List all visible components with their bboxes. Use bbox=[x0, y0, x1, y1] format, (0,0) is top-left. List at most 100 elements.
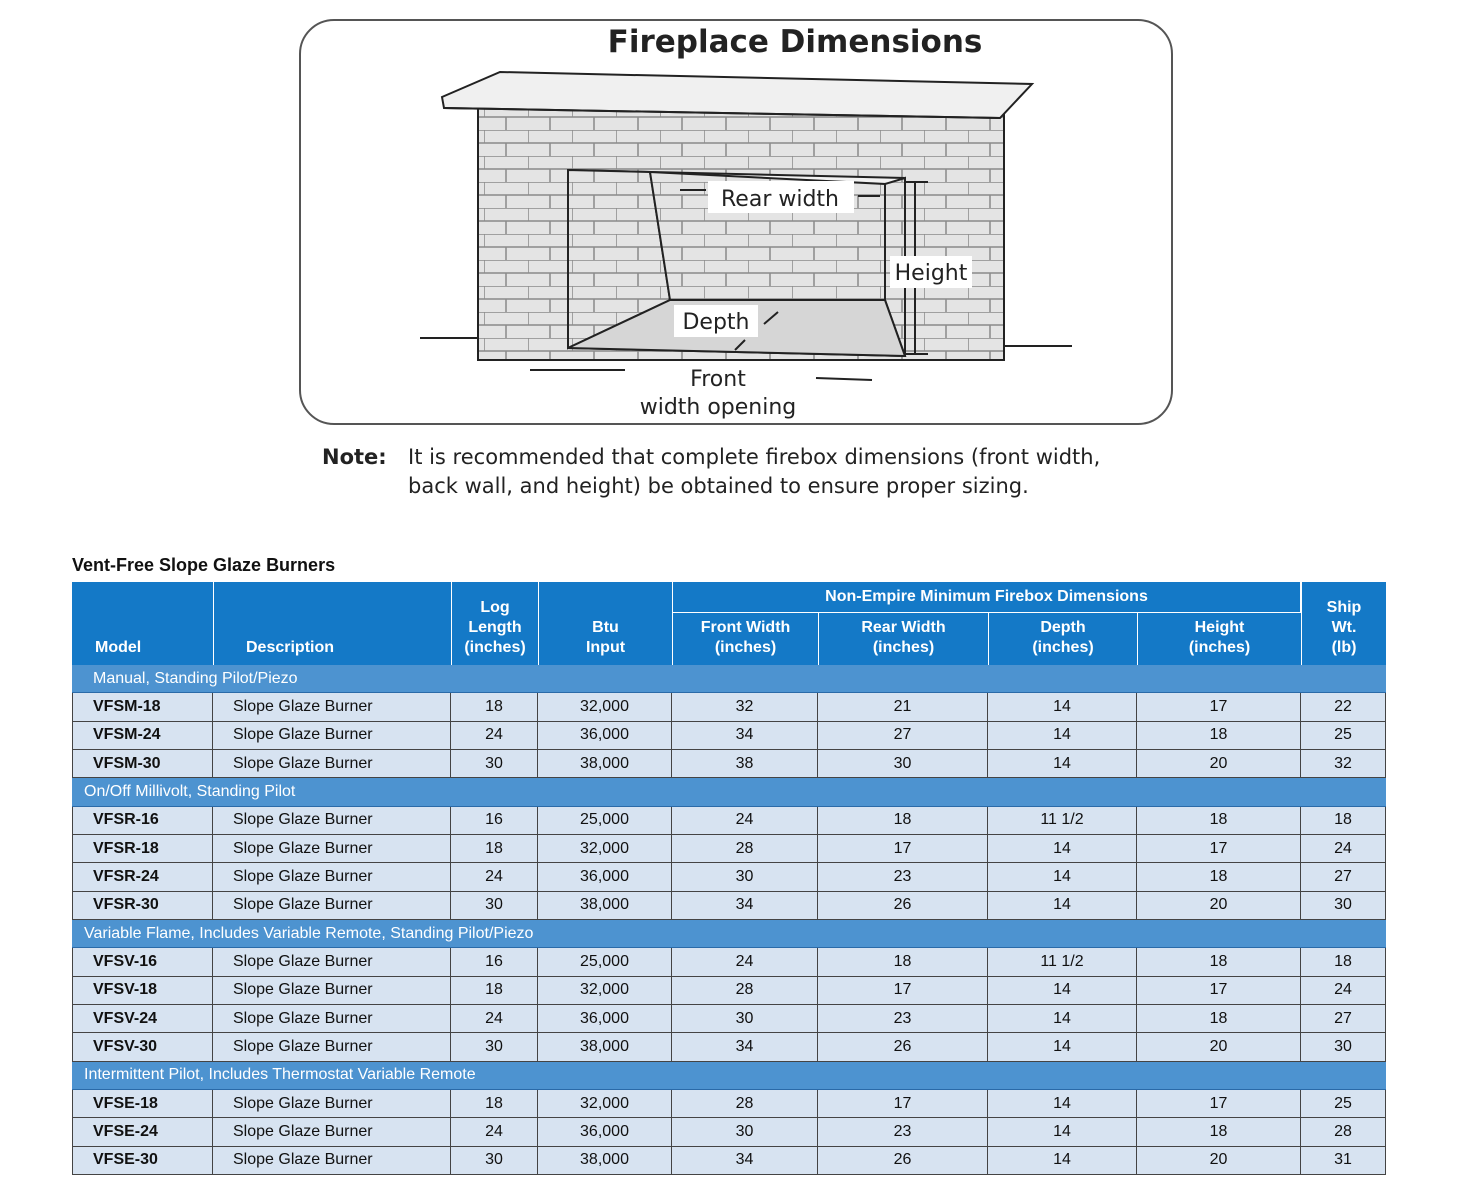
value: 14 bbox=[1053, 1037, 1071, 1055]
table-cell: 17 bbox=[1137, 835, 1301, 864]
header-text: Depth bbox=[1040, 619, 1086, 636]
model: VFSE-24 bbox=[93, 1122, 158, 1140]
table-cell: 18 bbox=[1137, 1118, 1301, 1147]
value: 14 bbox=[1053, 1009, 1071, 1027]
header-text: (inches) bbox=[464, 639, 526, 656]
table-cell: Slope Glaze Burner bbox=[213, 1118, 451, 1147]
table-cell: 14 bbox=[988, 891, 1137, 920]
table-cell: 16 bbox=[451, 806, 538, 835]
table-cell: 36,000 bbox=[538, 1005, 672, 1034]
table-cell: 17 bbox=[1137, 1090, 1301, 1119]
table-cell: 30 bbox=[451, 1033, 538, 1062]
table-cell: VFSE-30 bbox=[72, 1146, 213, 1175]
value: 14 bbox=[1053, 867, 1071, 885]
table-cell: 17 bbox=[818, 976, 988, 1005]
model: VFSV-16 bbox=[93, 952, 158, 970]
table-cell: Slope Glaze Burner bbox=[213, 806, 451, 835]
value: 36,000 bbox=[580, 1009, 629, 1027]
value: 25,000 bbox=[580, 952, 629, 970]
table-cell: 23 bbox=[818, 1005, 988, 1034]
value: 28 bbox=[735, 839, 754, 857]
front-width-label: width opening bbox=[640, 395, 797, 420]
table-cell: Slope Glaze Burner bbox=[213, 1005, 451, 1034]
table-cell: 30 bbox=[1301, 1033, 1386, 1062]
header-text: Input bbox=[585, 639, 626, 656]
table-cell: VFSM-18 bbox=[72, 693, 213, 722]
model: VFSR-18 bbox=[93, 839, 159, 857]
table-cell: 34 bbox=[672, 1146, 818, 1175]
model: VFSR-16 bbox=[93, 811, 159, 829]
value: 18 bbox=[1209, 811, 1228, 829]
header-text: Wt. bbox=[1331, 619, 1357, 636]
table-cell: VFSV-18 bbox=[72, 976, 213, 1005]
group-label: Intermittent Pilot, Includes Thermostat … bbox=[84, 1066, 476, 1084]
value: 18 bbox=[485, 1094, 503, 1112]
value: 24 bbox=[735, 952, 754, 970]
table-cell: 24 bbox=[672, 806, 818, 835]
table-cell: 20 bbox=[1137, 1033, 1301, 1062]
table-cell: 30 bbox=[672, 1005, 818, 1034]
group-label: Manual, Standing Pilot/Piezo bbox=[93, 669, 298, 687]
value: 32 bbox=[1334, 754, 1352, 772]
table-cell: 18 bbox=[451, 1090, 538, 1119]
header-cell: Log Length (inches) bbox=[451, 582, 538, 665]
header-text: Description bbox=[246, 639, 335, 656]
table-cell: 20 bbox=[1137, 750, 1301, 779]
table-cell: 25 bbox=[1301, 721, 1386, 750]
header-span-label: Non-Empire Minimum Firebox Dimensions bbox=[825, 588, 1148, 605]
description: Slope Glaze Burner bbox=[233, 981, 373, 999]
header-text: (inches) bbox=[714, 639, 777, 656]
description: Slope Glaze Burner bbox=[233, 811, 373, 829]
value: 23 bbox=[893, 1122, 912, 1140]
value: 14 bbox=[1053, 1122, 1071, 1140]
value: 20 bbox=[1209, 754, 1228, 772]
value: 31 bbox=[1334, 1151, 1352, 1169]
value: 25 bbox=[1334, 726, 1352, 744]
value: 18 bbox=[1209, 952, 1228, 970]
table-cell: 30 bbox=[1301, 891, 1386, 920]
table-cell: 28 bbox=[672, 976, 818, 1005]
table-cell: 24 bbox=[672, 948, 818, 977]
value: 18 bbox=[485, 981, 503, 999]
value: 38 bbox=[735, 754, 754, 772]
table-cell: VFSV-30 bbox=[72, 1033, 213, 1062]
table-cell: 34 bbox=[672, 721, 818, 750]
table-cell: 23 bbox=[818, 1118, 988, 1147]
table-cell: VFSE-18 bbox=[72, 1090, 213, 1119]
table-cell: 25 bbox=[1301, 1090, 1386, 1119]
value: 22 bbox=[1334, 697, 1352, 715]
table-cell: 14 bbox=[988, 1146, 1137, 1175]
value: 18 bbox=[1209, 1009, 1228, 1027]
table-cell: 14 bbox=[988, 1005, 1137, 1034]
value: 36,000 bbox=[580, 726, 629, 744]
value: 26 bbox=[893, 896, 912, 914]
group-row: Variable Flame, Includes Variable Remote… bbox=[72, 920, 1386, 949]
table-cell: 17 bbox=[1137, 976, 1301, 1005]
table-cell: 24 bbox=[451, 721, 538, 750]
table-cell: Slope Glaze Burner bbox=[213, 976, 451, 1005]
value: 30 bbox=[893, 754, 912, 772]
table-cell: 38,000 bbox=[538, 891, 672, 920]
value: 32,000 bbox=[580, 839, 629, 857]
diagram-title: Fireplace Dimensions bbox=[608, 24, 983, 60]
value: 25 bbox=[1334, 1094, 1352, 1112]
table-cell: 11 1/2 bbox=[988, 806, 1137, 835]
table-cell: Slope Glaze Burner bbox=[213, 750, 451, 779]
table-cell: 18 bbox=[1137, 721, 1301, 750]
value: 17 bbox=[893, 1094, 912, 1112]
fireplace bbox=[420, 70, 1072, 361]
value: 14 bbox=[1053, 1151, 1071, 1169]
table-cell: 24 bbox=[451, 863, 538, 892]
table-cell: 17 bbox=[818, 835, 988, 864]
depth-label: Depth bbox=[682, 310, 749, 335]
rear-width-label: Rear width bbox=[721, 187, 839, 212]
description: Slope Glaze Burner bbox=[233, 1094, 373, 1112]
header-cell: Ship Wt. (lb) bbox=[1301, 582, 1386, 665]
model: VFSR-24 bbox=[93, 867, 159, 885]
value: 32,000 bbox=[580, 697, 629, 715]
table-cell: 30 bbox=[451, 750, 538, 779]
table-cell: VFSR-30 bbox=[72, 891, 213, 920]
table-cell: 28 bbox=[1301, 1118, 1386, 1147]
group-row: Manual, Standing Pilot/Piezo bbox=[72, 665, 1386, 694]
description: Slope Glaze Burner bbox=[233, 754, 373, 772]
